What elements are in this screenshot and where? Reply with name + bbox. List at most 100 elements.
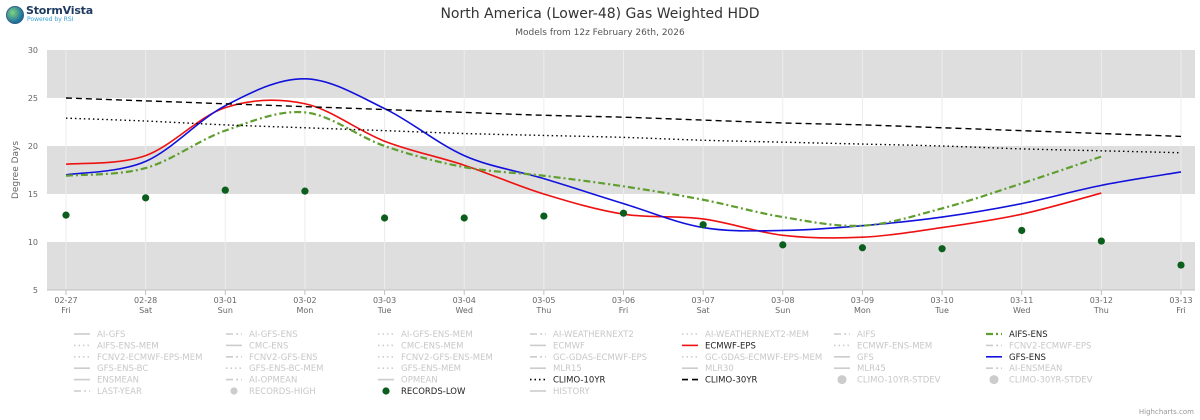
x-tick-date: 03-07 bbox=[692, 296, 715, 305]
legend-item-gc-gdas-ecmwf-eps-mem[interactable]: GC-GDAS-ECMWF-EPS-MEM bbox=[682, 353, 822, 363]
records-low-point bbox=[1018, 226, 1026, 235]
legend-label: GFS-ENS-BC-MEM bbox=[249, 364, 323, 374]
legend-item-fcnv2-gfs-ens[interactable]: FCNV2-GFS-ENS bbox=[226, 353, 318, 363]
legend-item-ensmean[interactable]: ENSMEAN bbox=[74, 376, 139, 386]
x-tick-weekday: Wed bbox=[455, 306, 472, 315]
records-low-point bbox=[380, 214, 389, 222]
records-low-point bbox=[221, 186, 229, 194]
legend-item-aifs-ens[interactable]: AIFS-ENS bbox=[986, 330, 1048, 340]
legend-item-aifs[interactable]: AIFS bbox=[834, 330, 875, 340]
logo-brand: StormVista bbox=[26, 4, 93, 17]
legend-label: GFS-ENS bbox=[1009, 353, 1046, 363]
legend-item-ai-gfs[interactable]: AI-GFS bbox=[74, 330, 125, 340]
legend-item-records-low[interactable]: RECORDS-LOW bbox=[382, 387, 466, 397]
y-tick-label: 20 bbox=[28, 142, 38, 151]
x-tick-date: 03-03 bbox=[373, 296, 396, 305]
legend-label: AI-GFS bbox=[97, 330, 125, 340]
legend-label: GC-GDAS-ECMWF-EPS-MEM bbox=[705, 353, 822, 363]
legend-item-ecmwf-ens-mem[interactable]: ECMWF-ENS-MEM bbox=[834, 341, 932, 351]
legend-item-climo-10yr[interactable]: CLIMO-10YR bbox=[530, 376, 606, 386]
legend-label: ECMWF bbox=[553, 341, 585, 351]
legend-item-climo-10yr-stdev[interactable]: CLIMO-10YR-STDEV bbox=[837, 375, 941, 386]
ecmwf-eps-line bbox=[65, 99, 1102, 239]
y-tick-label: 25 bbox=[28, 94, 38, 103]
legend-item-gfs-ens-bc-mem[interactable]: GFS-ENS-BC-MEM bbox=[226, 364, 323, 374]
records-low-point bbox=[938, 245, 946, 253]
legend-label: GFS-ENS-BC bbox=[97, 364, 148, 374]
legend-item-aifs-ens-mem[interactable]: AIFS-ENS-MEM bbox=[74, 341, 159, 351]
records-low-point bbox=[62, 211, 70, 219]
x-tick-weekday: Fri bbox=[61, 306, 71, 315]
legend-item-ai-gfs-ens-mem[interactable]: AI-GFS-ENS-MEM bbox=[378, 330, 473, 340]
records-low-point bbox=[619, 209, 628, 217]
globe-icon bbox=[6, 6, 24, 24]
legend-item-gfs-ens-mem[interactable]: GFS-ENS-MEM bbox=[378, 364, 461, 374]
legend-item-last-year[interactable]: LAST-YEAR bbox=[74, 387, 142, 397]
legend-item-history[interactable]: HISTORY bbox=[530, 387, 591, 397]
legend-item-fcnv2-ecmwf-eps-mem[interactable]: FCNV2-ECMWF-EPS-MEM bbox=[74, 353, 202, 363]
legend-symbol bbox=[989, 375, 999, 385]
legend-item-mlr30[interactable]: MLR30 bbox=[682, 364, 734, 374]
legend-label: LAST-YEAR bbox=[97, 387, 142, 397]
x-tick-date: 03-12 bbox=[1090, 296, 1113, 305]
legend-label: MLR30 bbox=[705, 364, 734, 374]
legend-item-ai-weathernext2[interactable]: AI-WEATHERNEXT2 bbox=[530, 330, 634, 340]
legend-item-climo-30yr-stdev[interactable]: CLIMO-30YR-STDEV bbox=[989, 375, 1093, 386]
chart-title: North America (Lower-48) Gas Weighted HD… bbox=[440, 6, 760, 22]
records-low-point bbox=[460, 214, 468, 222]
records-low-point bbox=[858, 244, 867, 252]
legend-item-cmc-ens[interactable]: CMC-ENS bbox=[226, 341, 288, 351]
legend-label: GC-GDAS-ECMWF-EPS bbox=[553, 353, 647, 363]
legend-label: AIFS-ENS-MEM bbox=[97, 341, 159, 351]
legend-item-climo-30yr[interactable]: CLIMO-30YR bbox=[682, 376, 758, 386]
legend-item-gfs-ens[interactable]: GFS-ENS bbox=[986, 353, 1046, 363]
climo-10yr-line bbox=[65, 117, 1182, 154]
x-tick-weekday: Sat bbox=[139, 306, 152, 315]
legend-item-ai-gfs-ens[interactable]: AI-GFS-ENS bbox=[226, 330, 298, 340]
legend-item-mlr45[interactable]: MLR45 bbox=[834, 364, 886, 374]
legend-item-ai-opmean[interactable]: AI-OPMEAN bbox=[226, 376, 297, 386]
x-tick-date: 03-01 bbox=[214, 296, 237, 305]
legend-item-ecmwf[interactable]: ECMWF bbox=[530, 341, 585, 351]
legend-label: AIFS bbox=[857, 330, 875, 340]
legend-label: CLIMO-30YR bbox=[705, 376, 758, 386]
legend-label: CLIMO-30YR-STDEV bbox=[1009, 376, 1093, 386]
stormvista-logo: StormVista Powered by RSI bbox=[6, 4, 126, 26]
legend-item-ai-ensmean[interactable]: AI-ENSMEAN bbox=[986, 364, 1062, 374]
x-tick-weekday: Mon bbox=[854, 306, 871, 315]
legend-item-fcnv2-ecmwf-eps[interactable]: FCNV2-ECMWF-EPS bbox=[986, 341, 1091, 351]
y-tick-label: 5 bbox=[33, 286, 38, 295]
legend-item-mlr15[interactable]: MLR15 bbox=[530, 364, 582, 374]
legend-item-gfs-ens-bc[interactable]: GFS-ENS-BC bbox=[74, 364, 148, 374]
legend-label: FCNV2-GFS-ENS bbox=[249, 353, 318, 363]
climo-30yr-line bbox=[65, 97, 1182, 138]
legend-label: AI-WEATHERNEXT2 bbox=[553, 330, 634, 340]
legend-item-ai-weathernext2-mem[interactable]: AI-WEATHERNEXT2-MEM bbox=[682, 330, 809, 340]
legend-label: AIFS-ENS bbox=[1009, 330, 1048, 340]
x-tick-weekday: Sun bbox=[775, 306, 790, 315]
legend-item-fcnv2-gfs-ens-mem[interactable]: FCNV2-GFS-ENS-MEM bbox=[378, 353, 493, 363]
x-tick-weekday: Wed bbox=[1013, 306, 1030, 315]
legend-item-gfs[interactable]: GFS bbox=[834, 353, 874, 363]
x-tick-weekday: Tue bbox=[377, 306, 392, 315]
legend-item-records-high[interactable]: RECORDS-HIGH bbox=[230, 387, 316, 397]
legend-label: CLIMO-10YR-STDEV bbox=[857, 376, 941, 386]
highcharts-credits[interactable]: Highcharts.com bbox=[1138, 408, 1194, 416]
plot-band bbox=[47, 146, 1195, 194]
x-tick-weekday: Mon bbox=[296, 306, 313, 315]
legend-label: CMC-ENS-MEM bbox=[401, 341, 464, 351]
legend-item-ecmwf-eps[interactable]: ECMWF-EPS bbox=[682, 341, 756, 351]
chart-subtitle: Models from 12z February 26th, 2026 bbox=[515, 28, 685, 38]
x-tick-date: 03-02 bbox=[293, 296, 316, 305]
legend-label: ECMWF-ENS-MEM bbox=[857, 341, 932, 351]
legend-item-gc-gdas-ecmwf-eps[interactable]: GC-GDAS-ECMWF-EPS bbox=[530, 353, 647, 363]
legend-label: ECMWF-EPS bbox=[705, 341, 756, 351]
legend-label: RECORDS-HIGH bbox=[249, 387, 316, 397]
records-low-point bbox=[540, 212, 548, 220]
records-low-point bbox=[142, 194, 150, 202]
plot-band bbox=[47, 242, 1195, 290]
legend-label: FCNV2-GFS-ENS-MEM bbox=[401, 353, 493, 363]
legend-item-opmean[interactable]: OPMEAN bbox=[378, 376, 438, 386]
legend-item-cmc-ens-mem[interactable]: CMC-ENS-MEM bbox=[378, 341, 464, 351]
